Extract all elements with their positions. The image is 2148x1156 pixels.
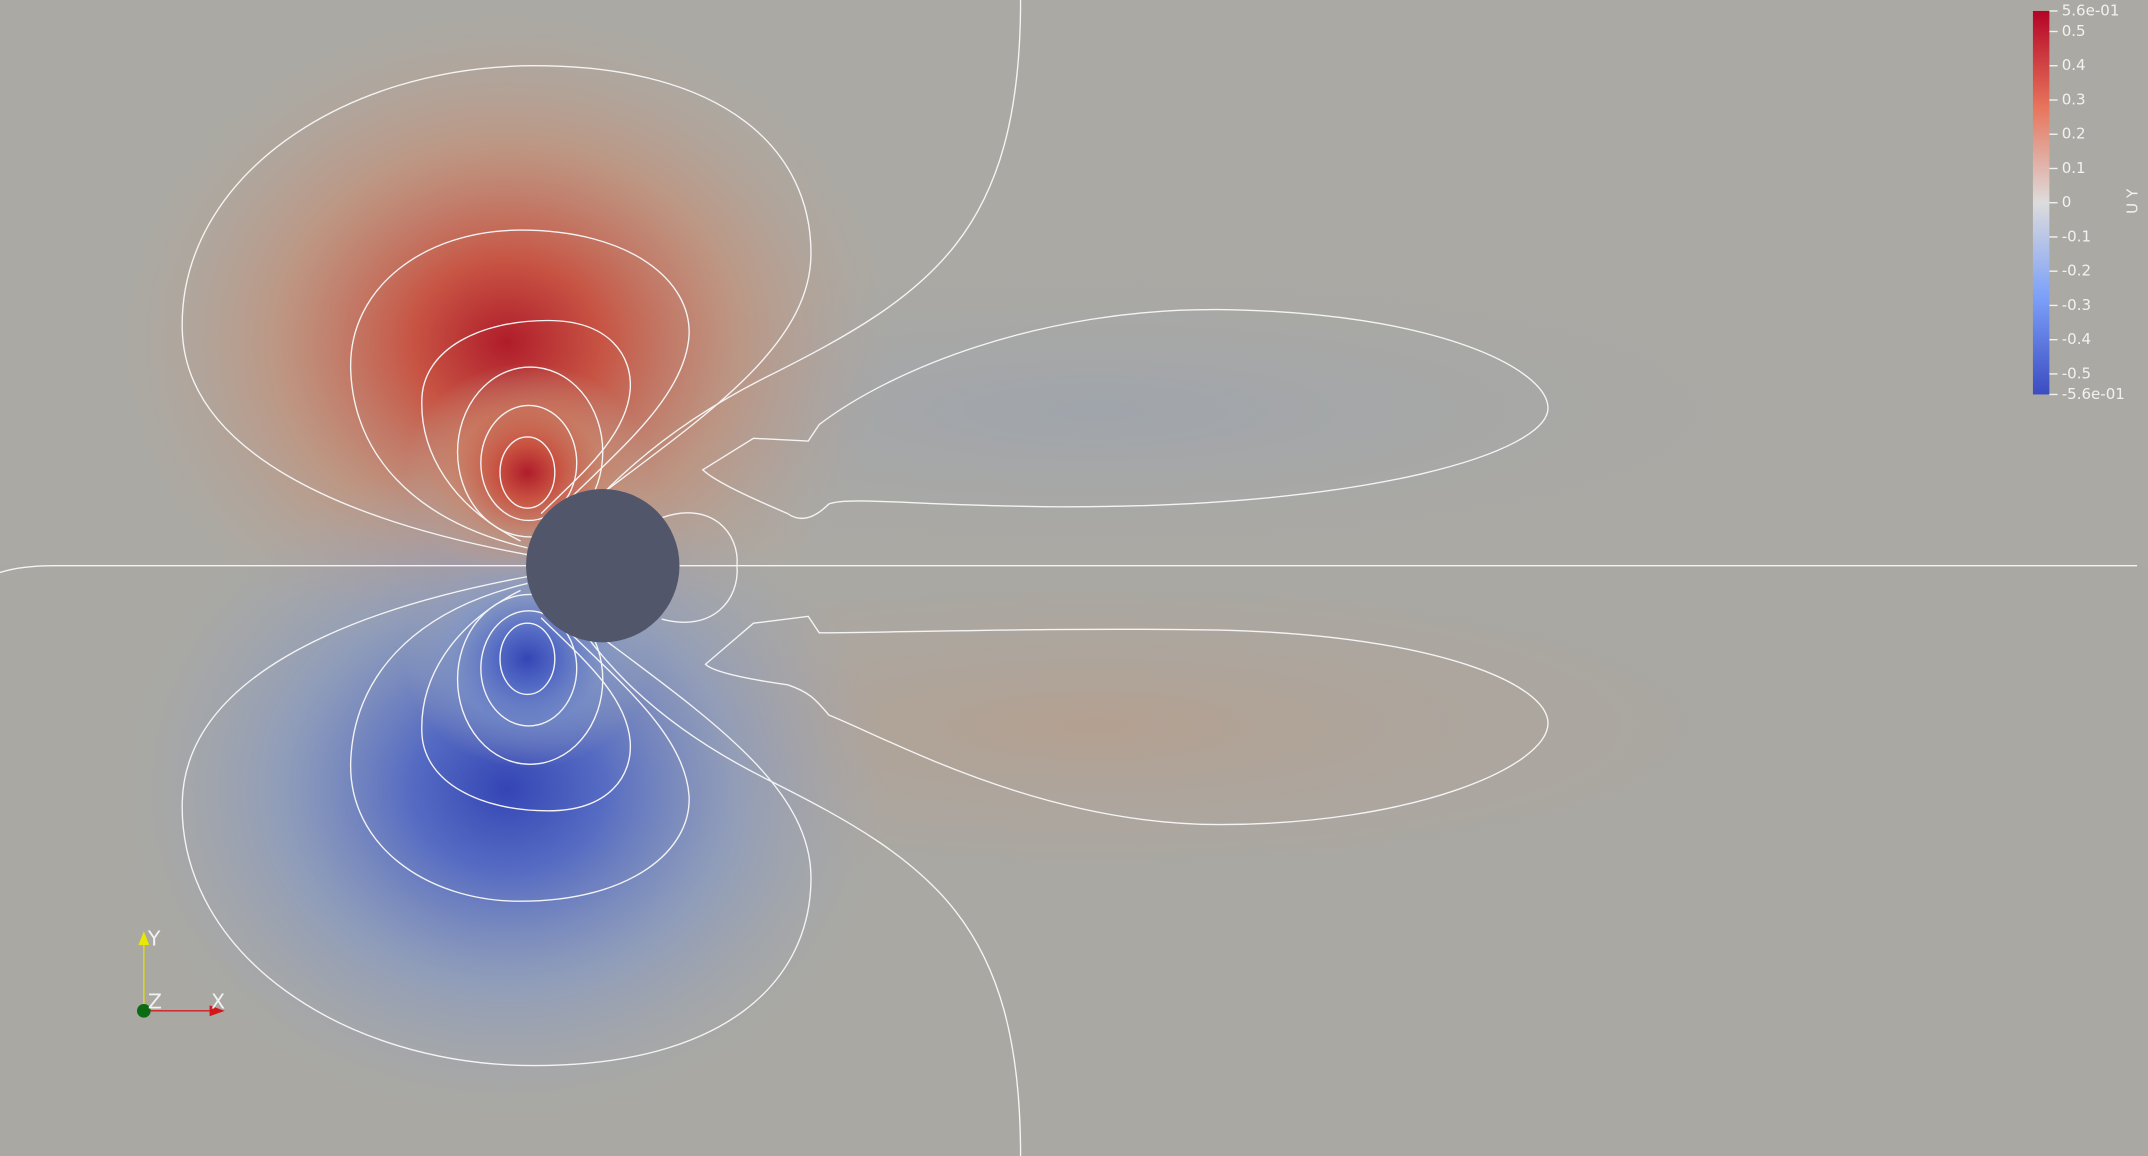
legend-title: U Y xyxy=(2123,188,2141,214)
legend-label: -5.6e-01 xyxy=(2062,385,2125,403)
contour xyxy=(704,615,1549,826)
legend-label: 0.4 xyxy=(2062,56,2086,74)
y-label: Y xyxy=(147,927,161,951)
contour xyxy=(0,564,2138,574)
legend-label: 0.1 xyxy=(2062,159,2086,177)
color-bar xyxy=(2032,10,2050,395)
contour xyxy=(350,582,690,902)
legend-label: -0.5 xyxy=(2062,364,2091,382)
contour xyxy=(480,404,578,522)
legend-label: -0.3 xyxy=(2062,296,2091,314)
contour xyxy=(661,512,738,623)
x-label: X xyxy=(211,990,225,1014)
contour xyxy=(181,575,812,1067)
contour xyxy=(547,576,1022,1156)
axes-triad: Y Z X xyxy=(136,927,225,1018)
y-arrow xyxy=(138,931,150,946)
contour xyxy=(456,593,604,765)
legend-label: 0.3 xyxy=(2062,90,2086,108)
legend-label: -0.2 xyxy=(2062,262,2091,280)
cylinder xyxy=(526,488,680,643)
legend-label: 0.5 xyxy=(2062,22,2086,40)
z-axis xyxy=(136,1003,151,1018)
z-label: Z xyxy=(148,990,162,1014)
contour xyxy=(181,65,812,556)
legend-label: 5.6e-01 xyxy=(2062,1,2120,19)
contour xyxy=(499,436,556,509)
legend-label: -0.1 xyxy=(2062,227,2091,245)
legend-label: 0.2 xyxy=(2062,125,2086,143)
contour xyxy=(701,308,1549,520)
negative-lobe xyxy=(123,460,891,1118)
contour xyxy=(456,366,604,538)
legend-label: 0 xyxy=(2062,193,2072,211)
contour xyxy=(421,319,631,542)
contour xyxy=(350,229,690,549)
contour xyxy=(480,610,578,727)
contour xyxy=(421,589,631,812)
color-legend: U Y 5.6e-01 -5.6e-01 0.5 0.4 0.3 0.2 0.1 0 -0.1 -… xyxy=(2032,1,2141,403)
legend-label: -0.4 xyxy=(2062,330,2091,348)
x-arrow xyxy=(209,1005,225,1017)
contour xyxy=(499,622,556,696)
